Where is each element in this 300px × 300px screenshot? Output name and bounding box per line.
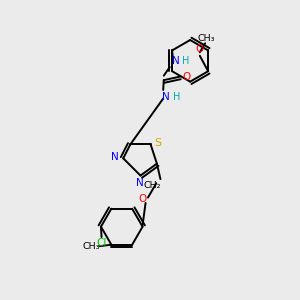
Text: O: O [196, 44, 204, 54]
Text: O: O [182, 72, 191, 82]
Text: N: N [162, 92, 170, 102]
Text: N: N [136, 178, 144, 188]
Text: O: O [138, 194, 146, 204]
Text: CH₃: CH₃ [198, 34, 215, 43]
Text: N: N [172, 56, 179, 66]
Text: Cl: Cl [96, 238, 107, 248]
Text: N: N [111, 152, 119, 162]
Text: H: H [182, 56, 190, 66]
Text: H: H [173, 92, 180, 102]
Text: CH₂: CH₂ [143, 181, 161, 190]
Text: CH₃: CH₃ [82, 242, 100, 251]
Text: S: S [154, 138, 162, 148]
